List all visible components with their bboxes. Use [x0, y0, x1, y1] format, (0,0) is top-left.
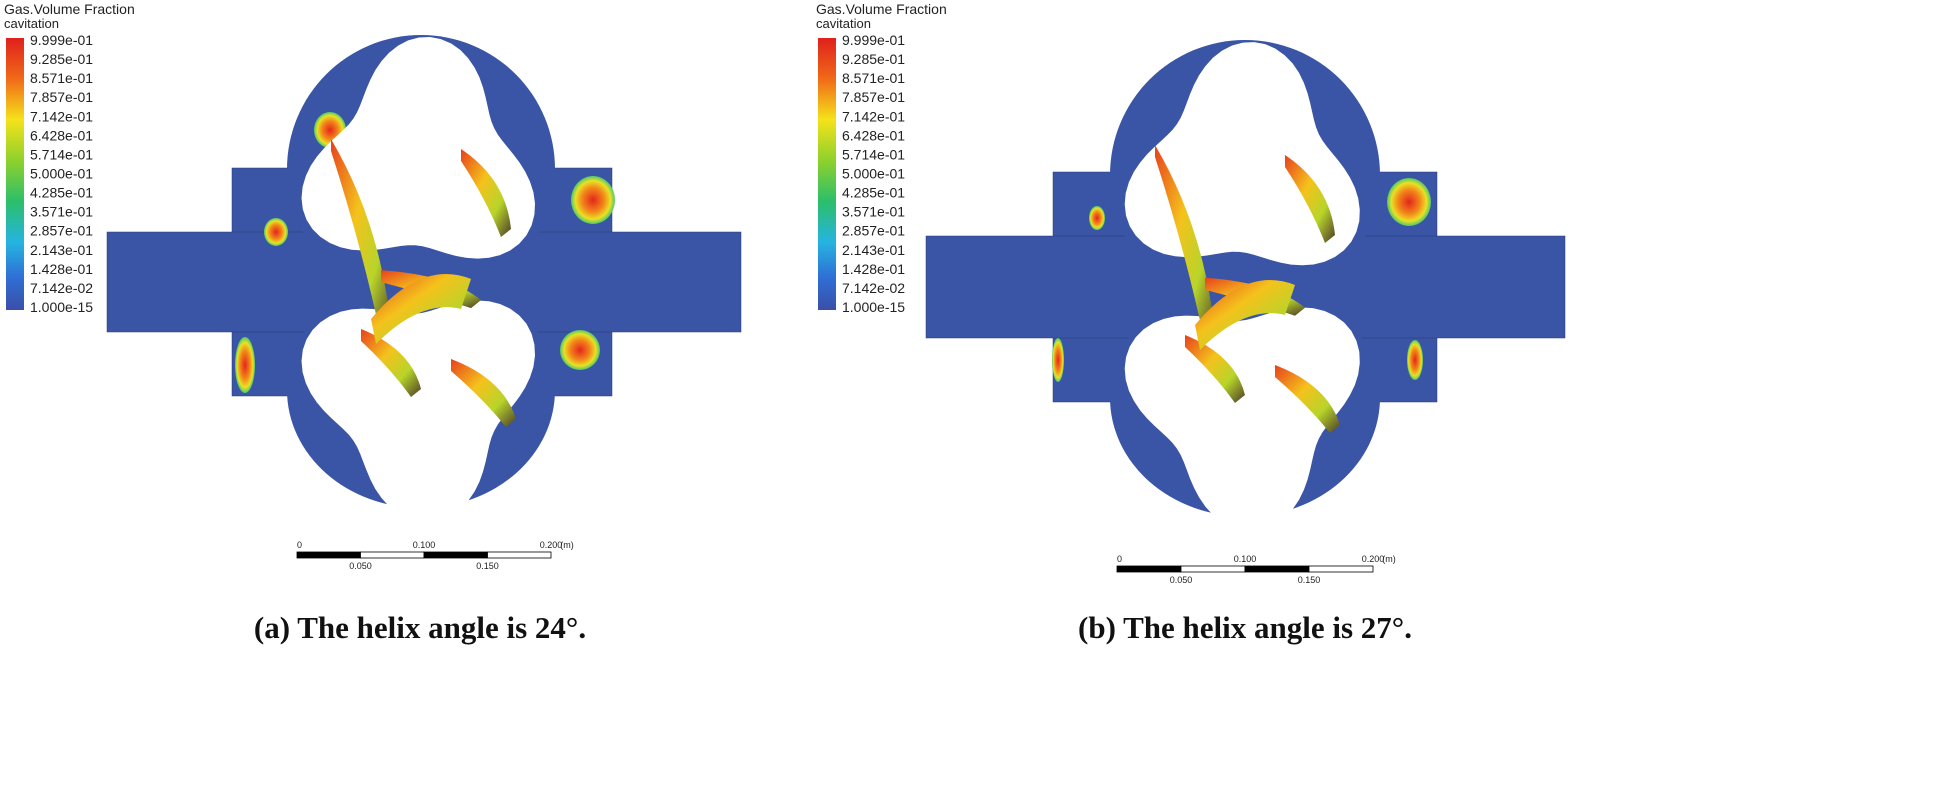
scale-label: 0.050: [1170, 575, 1193, 585]
legend-subtitle: cavitation: [4, 16, 59, 31]
legend-label: 9.285e-01: [30, 51, 93, 67]
legend-label: 5.000e-01: [842, 166, 905, 182]
legend-label: 3.571e-01: [30, 204, 93, 220]
cavity-streak: [1275, 365, 1340, 433]
mesh-band: [371, 274, 471, 344]
scale-segment: [423, 551, 488, 559]
legend-subtitle: cavitation: [816, 16, 871, 31]
cavity-blob: [1387, 178, 1431, 226]
rotor: [301, 300, 535, 523]
legend-label: 9.285e-01: [842, 51, 905, 67]
legend-label: 1.428e-01: [30, 261, 93, 277]
cavity-blob: [1089, 206, 1105, 230]
cavity-blob: [264, 218, 288, 246]
legend-label: 1.000e-15: [842, 299, 905, 315]
cavity-streak: [451, 359, 516, 427]
legend-label: 5.714e-01: [30, 146, 93, 162]
scale-label: 0.100: [1234, 554, 1257, 564]
scale-label: (m): [1382, 554, 1396, 564]
scale-segment: [1116, 565, 1182, 573]
cavity-blob: [1407, 340, 1423, 380]
cavity-blob: [235, 337, 255, 393]
legend-label: 1.000e-15: [30, 299, 93, 315]
scale-segment: [296, 551, 361, 559]
cavity-streak: [361, 329, 421, 397]
scale-label: 0.200: [540, 540, 563, 550]
cavity-blob: [571, 176, 615, 224]
legend-label: 8.571e-01: [30, 70, 93, 86]
legend-label: 3.571e-01: [842, 204, 905, 220]
cavity-streak: [461, 149, 511, 237]
legend-label: 5.000e-01: [30, 166, 93, 182]
legend-label: 7.857e-01: [30, 89, 93, 105]
panels: Gas.Volume Fractioncavitation9.999e-019.…: [4, 1, 1566, 645]
caption: (b) The helix angle is 27°.: [1078, 610, 1412, 645]
scale-segment: [1180, 565, 1246, 573]
legend-label: 7.142e-01: [842, 108, 905, 124]
scale-segment: [487, 551, 552, 559]
legend-label: 2.857e-01: [30, 223, 93, 239]
legend-title: Gas.Volume Fraction: [4, 1, 135, 17]
cavity-streak: [1185, 335, 1245, 403]
scale-label: 0: [297, 540, 302, 550]
cavity-blob: [1052, 338, 1064, 382]
rotor: [1124, 307, 1360, 531]
scale-label: (m): [560, 540, 574, 550]
legend-title: Gas.Volume Fraction: [816, 1, 947, 17]
scale-label: 0.150: [476, 561, 499, 571]
cavity-blob: [560, 330, 600, 370]
legend-label: 4.285e-01: [30, 185, 93, 201]
scale-segment: [1244, 565, 1310, 573]
legend-label: 4.285e-01: [842, 185, 905, 201]
legend-label: 2.143e-01: [30, 242, 93, 258]
scale-label: 0.150: [1298, 575, 1321, 585]
scale-label: 0: [1117, 554, 1122, 564]
mesh-band: [1195, 280, 1295, 350]
scale-label: 0.200: [1362, 554, 1385, 564]
legend-label: 1.428e-01: [842, 261, 905, 277]
legend-label: 9.999e-01: [842, 32, 905, 48]
legend-label: 6.428e-01: [842, 127, 905, 143]
legend-label: 2.143e-01: [842, 242, 905, 258]
caption: (a) The helix angle is 24°.: [254, 610, 586, 645]
legend-label: 9.999e-01: [30, 32, 93, 48]
colorbar: [6, 38, 24, 310]
legend-label: 8.571e-01: [842, 70, 905, 86]
scale-segment: [1308, 565, 1374, 573]
legend-label: 7.142e-02: [30, 280, 93, 296]
legend-label: 7.857e-01: [842, 89, 905, 105]
legend-label: 5.714e-01: [842, 146, 905, 162]
colorbar: [818, 38, 836, 310]
legend-label: 7.142e-02: [842, 280, 905, 296]
cavity-streak: [331, 139, 391, 337]
legend-label: 6.428e-01: [30, 127, 93, 143]
scale-label: 0.050: [349, 561, 372, 571]
legend-label: 7.142e-01: [30, 108, 93, 124]
scale-segment: [360, 551, 425, 559]
cavity-streak: [1155, 145, 1215, 343]
cavity-streak: [1285, 155, 1335, 243]
legend-label: 2.857e-01: [842, 223, 905, 239]
scale-label: 0.100: [413, 540, 436, 550]
